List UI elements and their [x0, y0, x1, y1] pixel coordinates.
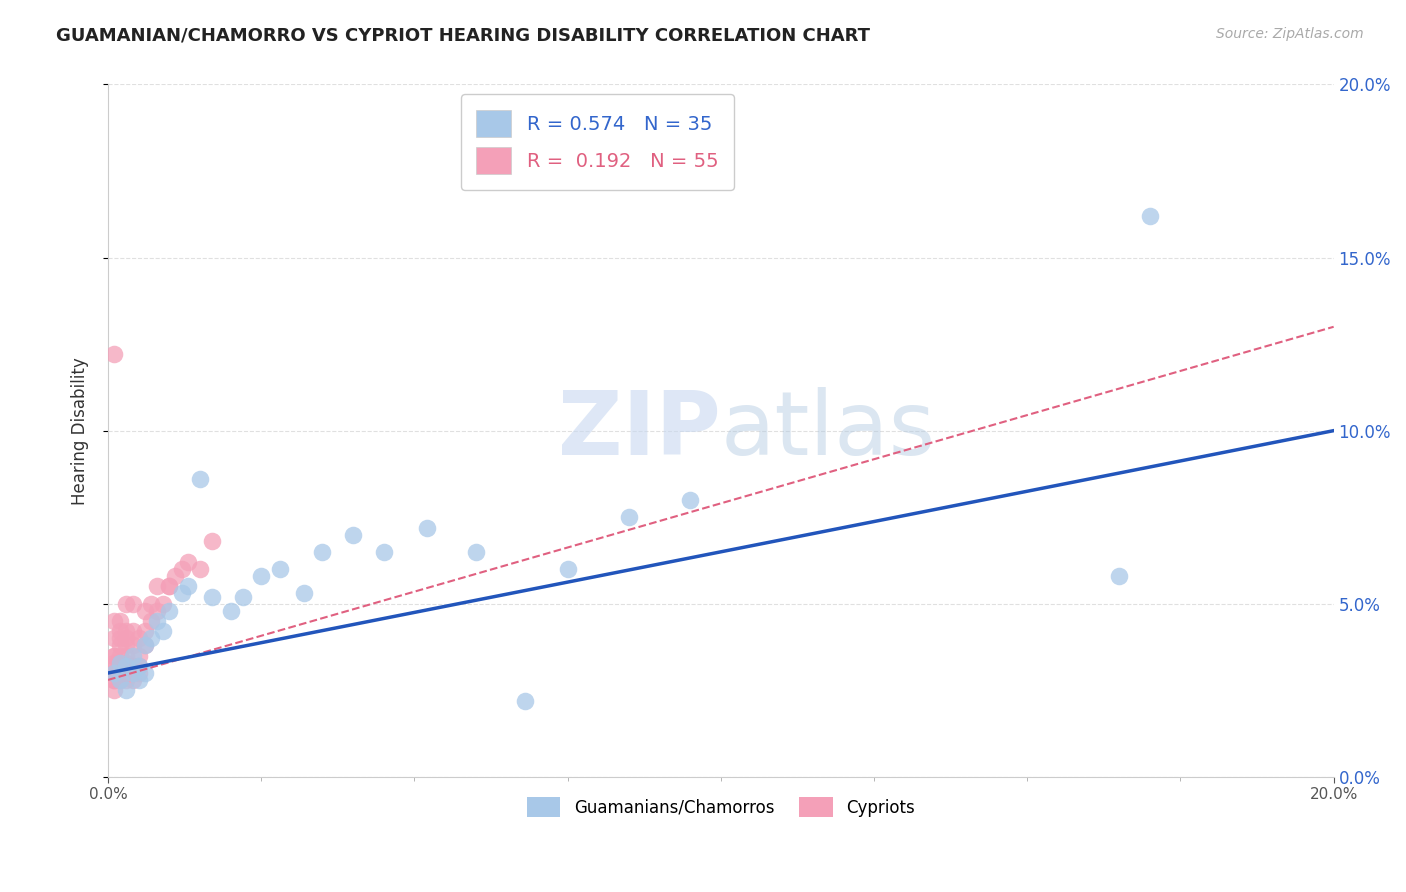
Point — [128, 648, 150, 663]
Text: Source: ZipAtlas.com: Source: ZipAtlas.com — [1216, 27, 1364, 41]
Point — [188, 472, 211, 486]
Point — [115, 683, 138, 698]
Point — [115, 673, 138, 687]
Point — [250, 569, 273, 583]
Point — [146, 604, 169, 618]
Point — [121, 624, 143, 639]
Point — [121, 638, 143, 652]
Point — [121, 665, 143, 680]
Point — [269, 562, 291, 576]
Point — [152, 597, 174, 611]
Point — [103, 347, 125, 361]
Point — [415, 520, 437, 534]
Point — [219, 604, 242, 618]
Point — [115, 632, 138, 646]
Point — [121, 659, 143, 673]
Point — [170, 586, 193, 600]
Point — [110, 665, 132, 680]
Point — [115, 648, 138, 663]
Point — [373, 545, 395, 559]
Point — [232, 590, 254, 604]
Point — [134, 638, 156, 652]
Point — [103, 632, 125, 646]
Point — [134, 638, 156, 652]
Point — [464, 545, 486, 559]
Point — [103, 648, 125, 663]
Point — [115, 656, 138, 670]
Point — [513, 694, 536, 708]
Point — [110, 648, 132, 663]
Point — [188, 562, 211, 576]
Point — [139, 614, 162, 628]
Point — [121, 665, 143, 680]
Point — [110, 673, 132, 687]
Point — [146, 579, 169, 593]
Point — [103, 673, 125, 687]
Point — [115, 624, 138, 639]
Point — [146, 614, 169, 628]
Point — [115, 659, 138, 673]
Point — [128, 632, 150, 646]
Point — [152, 624, 174, 639]
Point — [103, 665, 125, 680]
Point — [557, 562, 579, 576]
Point — [115, 638, 138, 652]
Point — [342, 527, 364, 541]
Point — [103, 659, 125, 673]
Y-axis label: Hearing Disability: Hearing Disability — [72, 357, 89, 505]
Point — [128, 659, 150, 673]
Point — [121, 597, 143, 611]
Point — [115, 659, 138, 673]
Point — [103, 656, 125, 670]
Point — [103, 648, 125, 663]
Point — [103, 665, 125, 680]
Point — [176, 555, 198, 569]
Point — [110, 665, 132, 680]
Point — [157, 604, 180, 618]
Text: ZIP: ZIP — [558, 387, 721, 475]
Point — [1139, 209, 1161, 223]
Point — [110, 656, 132, 670]
Point — [170, 562, 193, 576]
Point — [103, 614, 125, 628]
Point — [110, 614, 132, 628]
Point — [103, 673, 125, 687]
Point — [617, 510, 640, 524]
Point — [103, 665, 125, 680]
Text: GUAMANIAN/CHAMORRO VS CYPRIOT HEARING DISABILITY CORRELATION CHART: GUAMANIAN/CHAMORRO VS CYPRIOT HEARING DI… — [56, 27, 870, 45]
Point — [128, 659, 150, 673]
Point — [110, 624, 132, 639]
Point — [128, 673, 150, 687]
Point — [176, 579, 198, 593]
Point — [292, 586, 315, 600]
Point — [134, 604, 156, 618]
Legend: Guamanians/Chamorros, Cypriots: Guamanians/Chamorros, Cypriots — [520, 790, 921, 824]
Point — [110, 659, 132, 673]
Point — [157, 579, 180, 593]
Point — [139, 597, 162, 611]
Point — [201, 590, 224, 604]
Point — [121, 648, 143, 663]
Point — [134, 665, 156, 680]
Point — [103, 683, 125, 698]
Point — [165, 569, 187, 583]
Point — [1108, 569, 1130, 583]
Point — [157, 579, 180, 593]
Point — [128, 665, 150, 680]
Point — [110, 638, 132, 652]
Point — [110, 673, 132, 687]
Point — [115, 665, 138, 680]
Point — [679, 492, 702, 507]
Point — [134, 624, 156, 639]
Point — [139, 632, 162, 646]
Point — [110, 632, 132, 646]
Text: atlas: atlas — [721, 387, 936, 475]
Point — [311, 545, 333, 559]
Point — [201, 534, 224, 549]
Point — [115, 597, 138, 611]
Point — [121, 673, 143, 687]
